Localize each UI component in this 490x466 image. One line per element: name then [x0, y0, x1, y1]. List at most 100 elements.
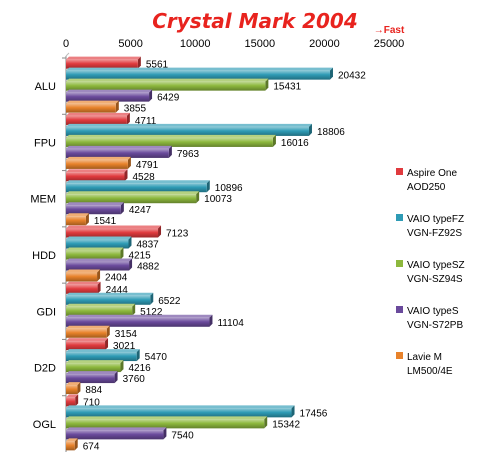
- bar: [66, 216, 86, 226]
- legend-swatch: [396, 168, 403, 175]
- bar-top-face: [66, 394, 79, 398]
- bar-end-face: [129, 258, 133, 271]
- data-label: 15431: [273, 82, 301, 93]
- bar: [66, 103, 116, 113]
- data-label: 3154: [115, 329, 138, 340]
- bar-top-face: [66, 202, 124, 206]
- bar-top-face: [66, 416, 268, 420]
- bar: [66, 363, 121, 373]
- data-label: 2404: [105, 273, 128, 284]
- bar-end-face: [120, 202, 124, 215]
- data-label: 7123: [166, 229, 189, 240]
- bar-top-face: [66, 438, 78, 442]
- bar-top-face: [66, 112, 130, 116]
- bar-end-face: [206, 180, 210, 193]
- data-label: 6522: [158, 296, 181, 307]
- bar-top-face: [66, 360, 124, 364]
- legend-label: VGN-SZ94S: [407, 274, 463, 285]
- data-label: 1541: [94, 216, 117, 227]
- bar-top-face: [66, 56, 141, 60]
- data-label: 710: [83, 397, 100, 408]
- bar: [66, 59, 138, 69]
- bar: [66, 159, 128, 169]
- data-label: 7963: [177, 149, 200, 160]
- legend-label: VGN-FZ92S: [407, 228, 462, 239]
- bar: [66, 419, 265, 429]
- bar-top-face: [66, 100, 119, 104]
- bar-top-face: [66, 258, 133, 262]
- legend: Aspire One AOD250 VAIO typeFZ VGN-FZ92S VAIO…: [396, 168, 465, 377]
- bar-top-face: [66, 303, 136, 307]
- legend-label: Lavie M: [407, 352, 442, 363]
- bar-end-face: [74, 438, 78, 451]
- data-label: 4791: [136, 160, 159, 171]
- bar-end-face: [120, 247, 124, 260]
- bar: [66, 341, 106, 351]
- data-label: 5122: [140, 307, 163, 318]
- bar: [66, 430, 164, 440]
- bar: [66, 172, 125, 182]
- bar: [66, 205, 121, 215]
- bar-top-face: [66, 169, 128, 173]
- plot-area: ALU 5561 20432 15431 6429 3855 FPU 4711 18806 160…: [30, 56, 366, 452]
- legend-label: Aspire One: [407, 168, 457, 179]
- bar-end-face: [124, 169, 128, 182]
- bar: [66, 306, 133, 316]
- data-label: 20432: [338, 71, 366, 82]
- bar-end-face: [196, 191, 200, 204]
- bar-top-face: [66, 325, 110, 329]
- bar-end-face: [85, 213, 89, 226]
- bar: [66, 92, 150, 102]
- bar: [66, 81, 266, 91]
- bar-end-face: [272, 134, 276, 147]
- bar-end-face: [97, 281, 101, 294]
- x-tick-label: 5000: [118, 38, 142, 50]
- bar: [66, 408, 292, 418]
- bar-top-face: [66, 371, 118, 375]
- bar-end-face: [150, 292, 154, 305]
- bar: [66, 148, 169, 158]
- bar-top-face: [66, 247, 124, 251]
- legend-label: LM500/4E: [407, 366, 453, 377]
- bar-top-face: [66, 78, 269, 82]
- data-label: 3021: [113, 341, 136, 352]
- bar: [66, 328, 107, 338]
- bar: [66, 352, 137, 362]
- bar-top-face: [66, 156, 131, 160]
- axis-depth-line: [65, 52, 70, 57]
- bar-end-face: [77, 382, 81, 395]
- bar-end-face: [105, 338, 109, 351]
- bar: [66, 397, 76, 407]
- category-label: GDI: [36, 306, 56, 318]
- legend-swatch: [396, 214, 403, 221]
- bar: [66, 194, 197, 204]
- legend-swatch: [396, 306, 403, 313]
- data-label: 18806: [317, 127, 345, 138]
- bar-end-face: [75, 394, 79, 407]
- bar-top-face: [66, 123, 312, 127]
- x-tick-label: 0: [63, 38, 69, 50]
- legend-label: VGN-S72PB: [407, 320, 463, 331]
- bar-top-face: [66, 314, 213, 318]
- bar-top-face: [66, 213, 89, 217]
- bar-end-face: [308, 123, 312, 136]
- bar: [66, 126, 309, 136]
- bar: [66, 374, 115, 384]
- bar-end-face: [137, 56, 141, 69]
- data-label: 4247: [129, 205, 152, 216]
- x-tick-label: 25000: [374, 38, 405, 50]
- bar-top-face: [66, 427, 167, 431]
- legend-label: VAIO typeS: [407, 306, 459, 317]
- bar-end-face: [114, 371, 118, 384]
- bar-top-face: [66, 145, 172, 149]
- bar-top-face: [66, 338, 109, 342]
- data-label: 6429: [157, 93, 180, 104]
- bar-end-face: [128, 236, 132, 249]
- x-tick-label: 15000: [245, 38, 276, 50]
- bar-top-face: [66, 281, 101, 285]
- data-label: 4711: [135, 116, 157, 127]
- bar-top-face: [66, 225, 162, 229]
- bar-end-face: [106, 325, 110, 338]
- bar-top-face: [66, 269, 101, 273]
